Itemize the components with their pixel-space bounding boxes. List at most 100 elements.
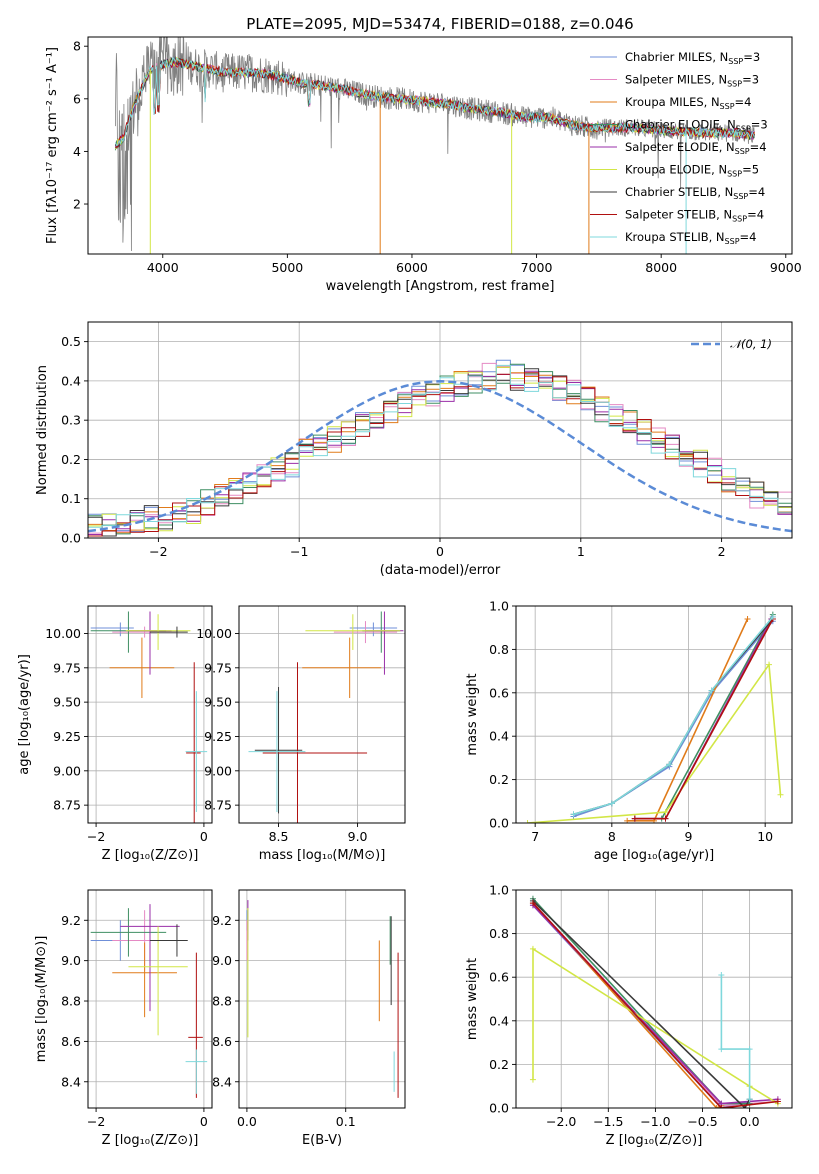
y-tick-label: 8.8 [212,994,232,1009]
x-axis-label: Z [log₁₀(Z/Z⊙)] [102,848,199,863]
y-tick-label: 9.75 [204,660,232,675]
x-tick-label: −1 [290,544,308,559]
x-tick-label: −2.0 [546,1114,576,1129]
y-tick-label: 9.0 [61,953,81,968]
y-tick-label: 0.1 [61,491,81,506]
model-spectrum-line [115,58,756,149]
axes-frame [87,889,213,1109]
data-point [570,811,577,818]
legend-entry: Salpeter STELIB, NSSP=4 [625,208,764,224]
mass-weight-line [634,618,773,820]
data-point [708,687,715,694]
x-tick-label: 9000 [770,260,802,275]
plot-area [88,359,792,537]
x-tick-label: 10 [757,829,773,844]
residual-histogram-line [88,372,792,537]
y-axis-label: mass weight [465,673,480,755]
x-axis-label: E(B-V) [302,1133,342,1148]
data-point [769,613,776,620]
y-tick-label: 8.4 [61,1074,81,1089]
x-tick-label: −0.5 [687,1114,717,1129]
y-tick-label: 9.00 [53,763,81,778]
x-tick-label: −1.0 [640,1114,670,1129]
data-point [744,616,751,623]
age-vs-metallicity-panel: −2 0 8.75 9.00 9.25 9.50 9.75 10.00 Z [log₁₀(Z/Z… [17,605,213,863]
mass-vs-ebv-panel: 0.0 0.1 8.4 8.6 8.8 9.0 9.2 E(B-V) [212,889,406,1148]
data-point [746,1096,753,1103]
x-axis-label: Z [log₁₀(Z/Z⊙)] [102,1133,199,1148]
plot-area [90,611,208,823]
axes-frame [87,605,213,824]
grid-lines [516,605,792,824]
y-tick-label: 8.75 [53,798,81,813]
y-tick-label: 0.2 [489,772,509,787]
x-tick-label: 0.1 [336,1114,356,1129]
grid-lines [239,890,405,1108]
x-tick-label: 8000 [645,260,677,275]
x-tick-label: 7 [531,829,539,844]
data-point [718,1105,725,1108]
x-tick-label: −2 [87,829,105,844]
y-tick-label: 8.75 [204,798,232,813]
legend: 𝒩(0, 1) [691,337,772,351]
y-tick-label: 9.2 [61,913,81,928]
data-point [524,820,531,823]
axes-frame [87,321,793,539]
y-tick-label: 0.2 [489,1057,509,1072]
x-tick-label: 0 [200,829,208,844]
data-point [774,1098,781,1105]
y-axis-label: age [log₁₀(age/yr)] [17,654,32,775]
y-axis-label: Normed distribution [35,365,50,495]
y-tick-label: 9.50 [204,695,232,710]
y-tick-label: 0.0 [489,816,509,831]
chart-title: PLATE=2095, MJD=53474, FIBERID=0188, z=0… [246,15,633,33]
mass-weight-line [527,662,782,823]
legend-entry: Salpeter ELODIE, NSSP=4 [625,140,767,156]
mass-weight-line [532,947,779,1105]
x-tick-label: 2 [718,544,726,559]
y-tick-label: 1.0 [489,599,509,614]
mass-weight-line [573,618,774,816]
mass-weight-line [573,620,774,818]
axes-frame [87,36,793,255]
x-tick-label: 4000 [147,260,179,275]
axes-frame [515,605,793,824]
age-vs-mass-panel: 8.5 9.0 8.75 9.00 9.25 9.50 9.75 10.00 mass [log… [196,605,406,863]
data-point [777,791,784,798]
y-tick-label: 0.3 [61,413,81,428]
x-axis-label: (data-model)/error [380,563,501,578]
y-tick-label: 8.6 [61,1034,81,1049]
legend-entry: Chabrier ELODIE, NSSP=3 [625,118,768,134]
legend-entry: Chabrier STELIB, NSSP=4 [625,185,765,201]
y-axis-label: mass weight [465,958,480,1040]
x-tick-label: 6000 [396,260,428,275]
data-point [662,809,669,816]
mass-weight-line [720,975,751,1100]
y-tick-label: 0.2 [61,452,81,467]
residual-histogram-line [88,364,792,528]
x-tick-label: 8 [608,829,616,844]
y-tick-label: 0.8 [489,642,509,657]
y-tick-label: 8 [73,39,81,54]
data-point [631,815,638,822]
x-tick-label: 9.0 [348,829,368,844]
x-tick-label: 0 [200,1114,208,1129]
x-tick-label: 7000 [521,260,553,275]
y-tick-label: 8.8 [61,994,81,1009]
legend: Chabrier MILES, NSSP=3 Salpeter MILES, NS… [590,50,768,246]
plot-area [248,611,404,823]
axes-frame [238,605,406,824]
y-tick-label: 0.4 [489,729,509,744]
data-point [529,900,536,907]
y-tick-label: 0.4 [489,1013,509,1028]
y-axis-label: mass [log₁₀(M/M⊙)] [34,936,49,1063]
y-tick-label: 0.5 [61,334,81,349]
grid-lines [239,606,405,823]
residuals-panel: −2 −1 0 1 2 0.0 0.1 0.2 0.3 0.4 0.5 (data-model)/er… [35,321,793,578]
mass-weight-line [532,898,750,1105]
data-point [662,815,669,822]
x-axis-label: wavelength [Angstrom, rest frame] [326,279,555,294]
legend-entry: Kroupa STELIB, NSSP=4 [625,230,756,246]
x-tick-label: −2 [149,544,167,559]
